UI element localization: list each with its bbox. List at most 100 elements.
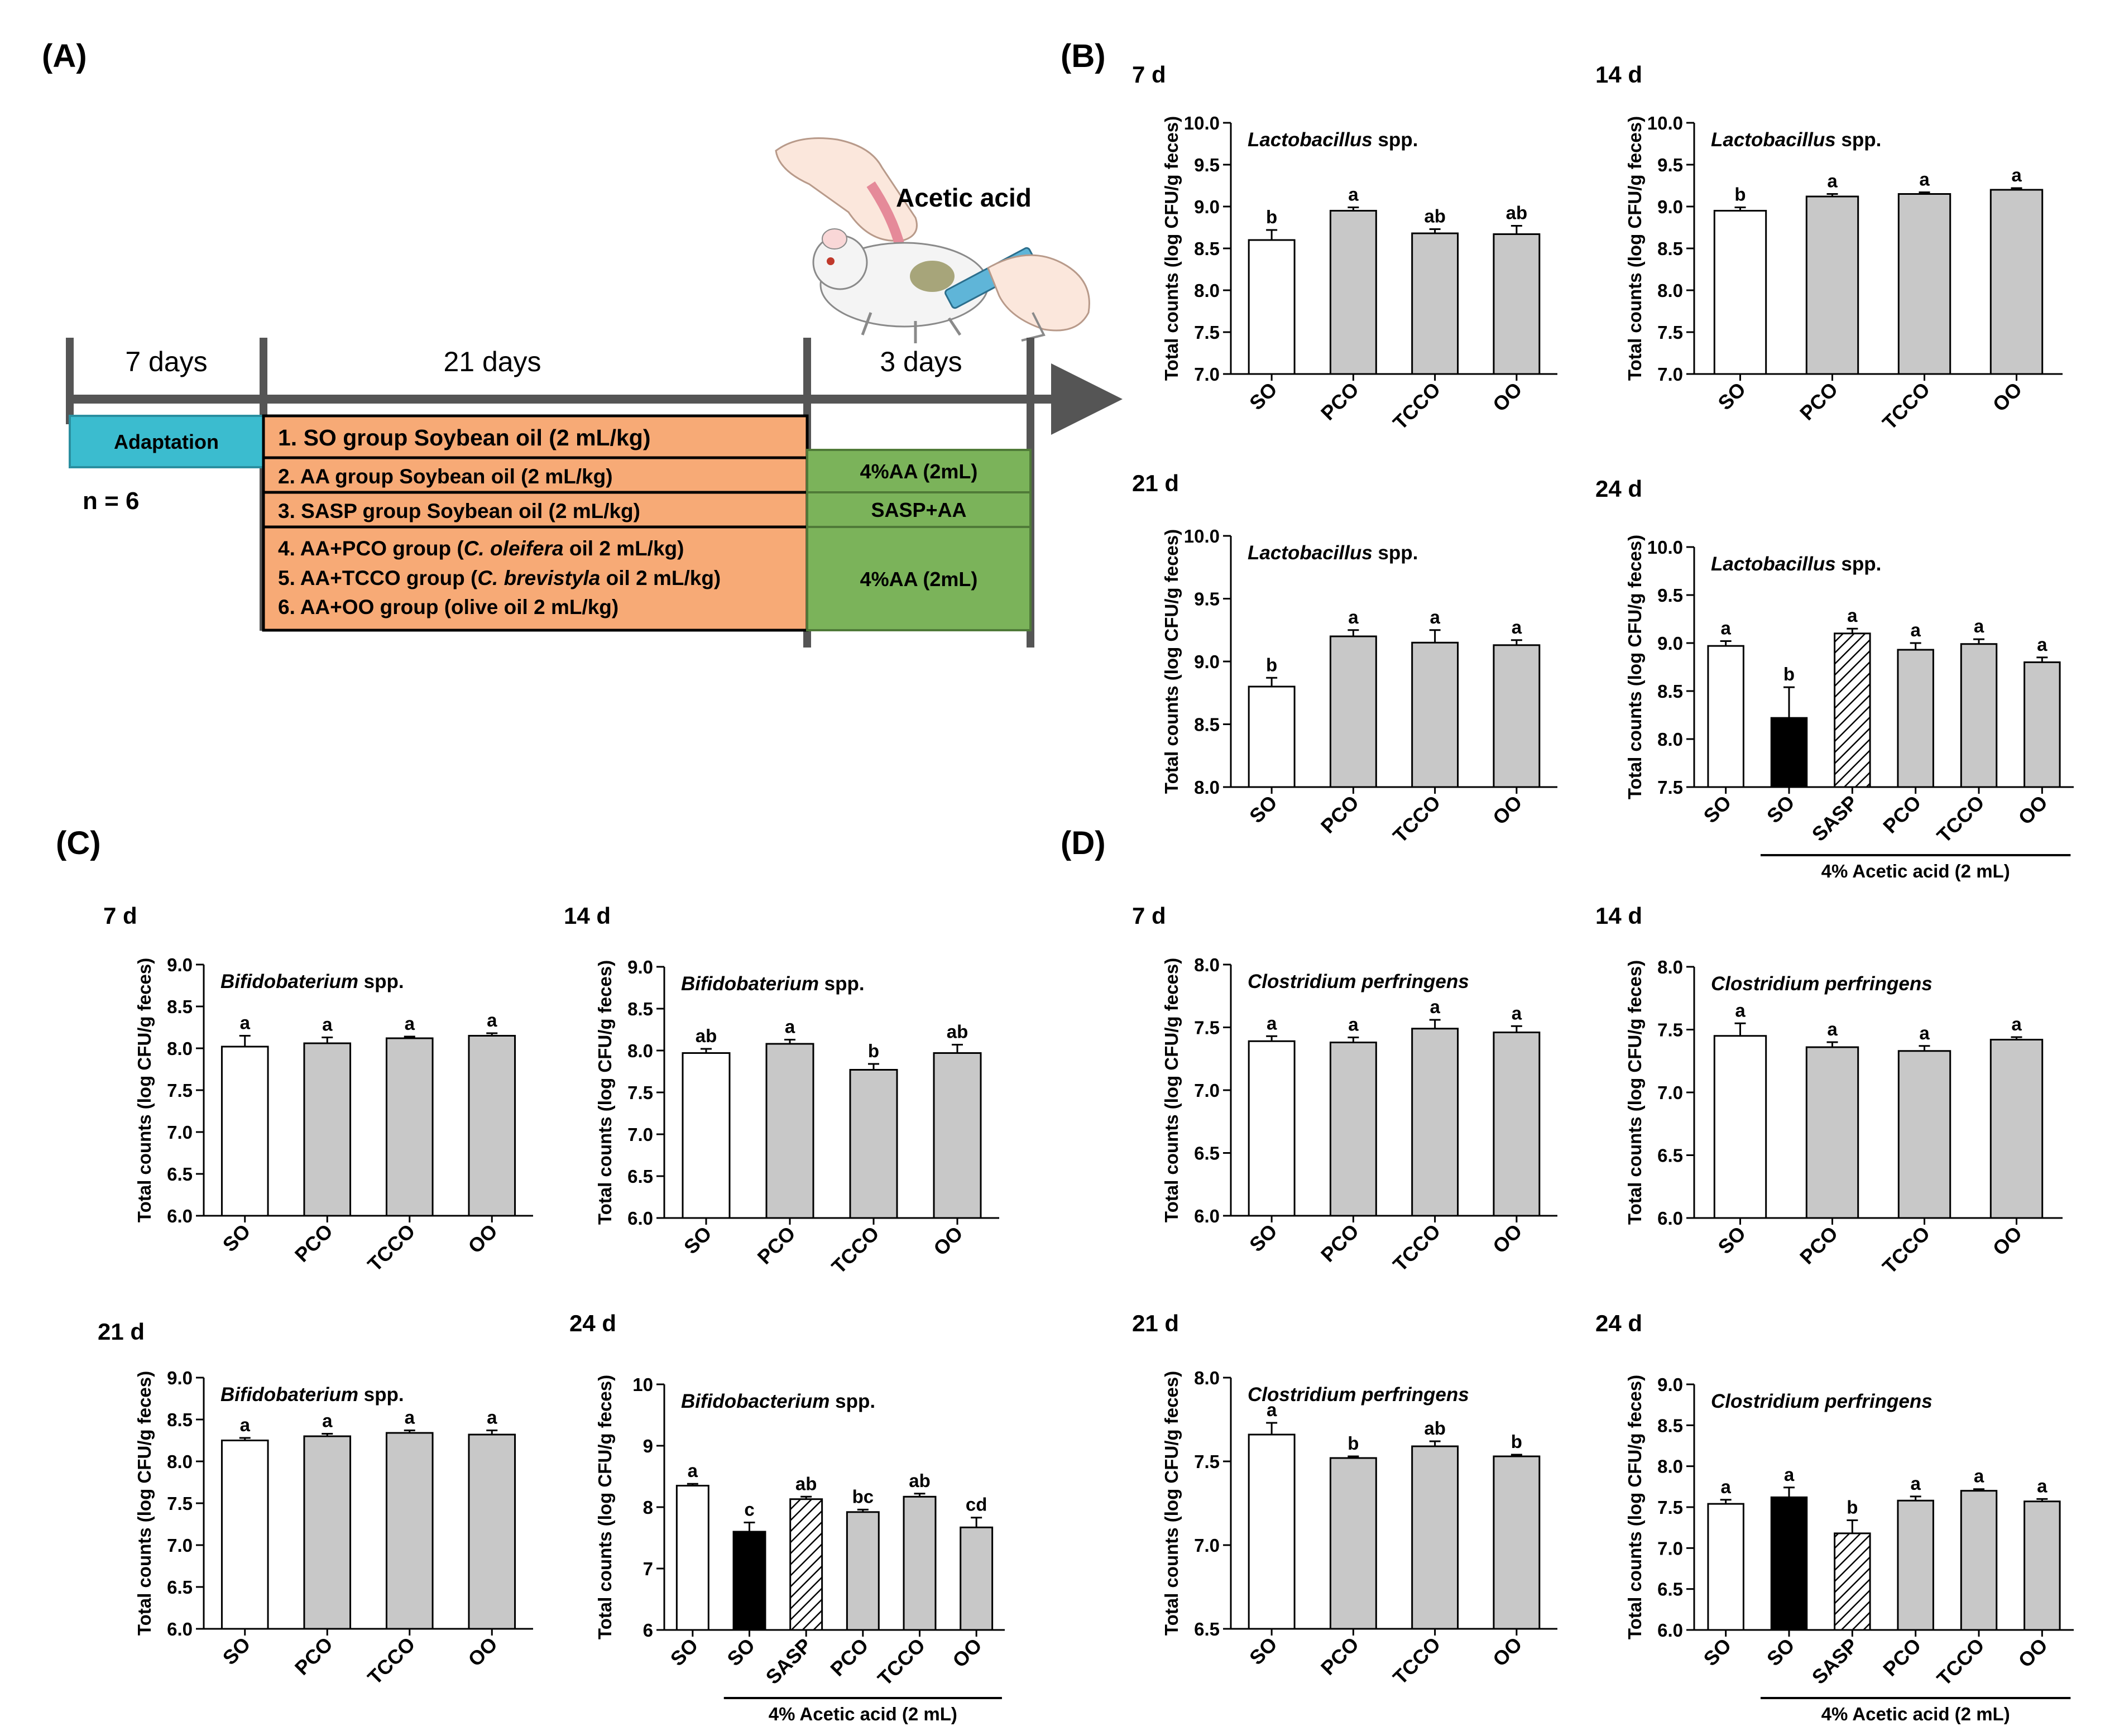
y-tick-label: 8.5 bbox=[1194, 238, 1220, 259]
bar-oo bbox=[1493, 1032, 1541, 1217]
x-tick-label: OO bbox=[1988, 378, 2027, 416]
x-tick-label: SASP bbox=[761, 1634, 816, 1689]
y-tick-label: 10.0 bbox=[1647, 537, 1683, 558]
x-tick-label: SO bbox=[1245, 791, 1282, 828]
y-tick-label: 7.0 bbox=[627, 1124, 653, 1145]
y-tick-label: 6 bbox=[643, 1620, 653, 1641]
bar-oo bbox=[960, 1526, 994, 1631]
significance-letter: bc bbox=[852, 1486, 874, 1507]
y-tick-label: 8.0 bbox=[167, 1038, 193, 1059]
chart-d2: 14 d 6.0 6.5 7.0 7.5 8.0 Total counts (log CFU… bbox=[1595, 903, 2063, 1278]
y-tick-label: 7.0 bbox=[167, 1535, 193, 1556]
x-tick-label: PCO bbox=[1795, 1222, 1842, 1269]
significance-letter: a bbox=[1267, 1399, 1277, 1420]
treatment-box-aa bbox=[806, 449, 1032, 493]
significance-letter: a bbox=[1267, 1013, 1277, 1033]
x-tick-label: PCO bbox=[753, 1222, 800, 1269]
bar-pco bbox=[1897, 649, 1934, 788]
x-tick-label: SASP bbox=[1807, 791, 1862, 846]
significance-letter: a bbox=[487, 1010, 497, 1030]
bar-so bbox=[220, 1046, 269, 1217]
y-tick-label: 6.5 bbox=[167, 1577, 193, 1598]
bar-so bbox=[1770, 717, 1808, 788]
x-tick-label: SO bbox=[1245, 378, 1282, 415]
y-axis-label: Total counts (log CFU/g feces) bbox=[1161, 529, 1182, 794]
y-tick-label: 8.5 bbox=[167, 996, 193, 1017]
group-3-text: 3. SASP group Soybean oil (2 mL/kg) bbox=[278, 500, 640, 522]
panel-label-c: (C) bbox=[56, 825, 101, 861]
significance-letter: a bbox=[1430, 607, 1440, 627]
x-tick-label: OO bbox=[1488, 1633, 1527, 1671]
bar-pco bbox=[303, 1435, 352, 1630]
bar-so bbox=[1248, 1433, 1296, 1630]
y-axis-label: Total counts (log CFU/g feces) bbox=[134, 1371, 155, 1636]
bar-tcco bbox=[1411, 641, 1459, 788]
significance-letter: a bbox=[1348, 184, 1359, 205]
x-tick-label: PCO bbox=[1316, 791, 1363, 838]
chart-d4: 24 d 6.0 6.5 7.0 7.5 8.0 8.5 9.0 Total counts (l… bbox=[1595, 1310, 2074, 1724]
significance-letter: a bbox=[1827, 171, 1838, 191]
y-tick-label: 10 bbox=[632, 1374, 653, 1395]
x-tick-label: SO bbox=[1713, 378, 1750, 415]
panel-label-b: (B) bbox=[1061, 38, 1106, 74]
x-tick-label: SO bbox=[1713, 1222, 1750, 1259]
significance-letter: cd bbox=[966, 1494, 987, 1515]
significance-letter: a bbox=[1784, 1464, 1795, 1485]
y-tick-label: 7.5 bbox=[167, 1080, 193, 1101]
significance-letter: a bbox=[1348, 607, 1359, 627]
y-tick-label: 8.5 bbox=[167, 1409, 193, 1430]
day-label: 21 d bbox=[98, 1318, 145, 1345]
y-tick-label: 6.5 bbox=[1657, 1579, 1683, 1600]
group-label: 4% Acetic acid (2 mL) bbox=[1821, 1704, 2010, 1724]
y-tick-label: 7.5 bbox=[1657, 777, 1683, 798]
significance-letter: b bbox=[868, 1040, 879, 1061]
n-label: n = 6 bbox=[83, 487, 140, 515]
bar-oo bbox=[468, 1433, 516, 1630]
y-tick-label: 7.5 bbox=[1657, 1020, 1683, 1040]
chart-d3: 21 d 6.5 7.0 7.5 8.0 Total counts (log CFU/g … bbox=[1132, 1310, 1557, 1689]
y-tick-label: 8.5 bbox=[1657, 238, 1683, 259]
y-tick-label: 6.0 bbox=[167, 1619, 193, 1639]
bar-tcco bbox=[1411, 1445, 1459, 1630]
chart-title: Lactobacillus spp. bbox=[1248, 542, 1418, 564]
x-tick-label: PCO bbox=[290, 1220, 337, 1267]
chart-title: Clostridium perfringens bbox=[1711, 973, 1933, 995]
x-tick-label: OO bbox=[2013, 791, 2052, 829]
mouse-gavage-illustration bbox=[775, 137, 1090, 343]
bar-so bbox=[1248, 239, 1296, 375]
y-tick-label: 7.0 bbox=[1194, 1535, 1220, 1556]
y-tick-label: 9.0 bbox=[1657, 1374, 1683, 1395]
x-tick-label: SO bbox=[1699, 1634, 1736, 1671]
chart-title: Bifidobacterium spp. bbox=[681, 1390, 875, 1412]
y-axis-label: Total counts (log CFU/g feces) bbox=[1161, 958, 1182, 1222]
bar-so bbox=[732, 1531, 766, 1631]
bar-oo bbox=[933, 1052, 982, 1219]
bar-oo bbox=[2024, 661, 2061, 788]
y-tick-label: 6.0 bbox=[1657, 1208, 1683, 1229]
group-label: 4% Acetic acid (2 mL) bbox=[1821, 861, 2010, 881]
bar-sasp bbox=[1834, 1532, 1871, 1631]
x-tick-label: PCO bbox=[1878, 1634, 1925, 1681]
significance-letter: a bbox=[1512, 617, 1522, 637]
y-tick-label: 6.5 bbox=[1194, 1619, 1220, 1639]
y-axis-label: Total counts (log CFU/g feces) bbox=[134, 958, 155, 1222]
y-tick-label: 6.0 bbox=[1194, 1206, 1220, 1226]
y-tick-label: 9.0 bbox=[1194, 651, 1220, 672]
day-label: 7 d bbox=[1132, 903, 1166, 929]
bar-tcco bbox=[903, 1495, 937, 1631]
y-axis-label: Total counts (log CFU/g feces) bbox=[594, 960, 615, 1225]
day-label: 14 d bbox=[564, 903, 611, 929]
chart-title: Lactobacillus spp. bbox=[1248, 129, 1418, 151]
x-tick-label: SO bbox=[1245, 1220, 1282, 1257]
x-tick-label: PCO bbox=[1316, 1633, 1363, 1680]
period-label-3days: 3 days bbox=[880, 346, 962, 377]
significance-letter: a bbox=[1910, 1473, 1921, 1494]
bar-so bbox=[1248, 685, 1296, 788]
y-tick-label: 9.0 bbox=[1194, 196, 1220, 217]
significance-letter: a bbox=[1974, 1466, 1984, 1486]
significance-letter: a bbox=[1919, 169, 1930, 190]
bar-so bbox=[1707, 645, 1744, 788]
chart-title: Bifidobaterium spp. bbox=[220, 1384, 404, 1406]
y-tick-label: 7.0 bbox=[167, 1122, 193, 1143]
